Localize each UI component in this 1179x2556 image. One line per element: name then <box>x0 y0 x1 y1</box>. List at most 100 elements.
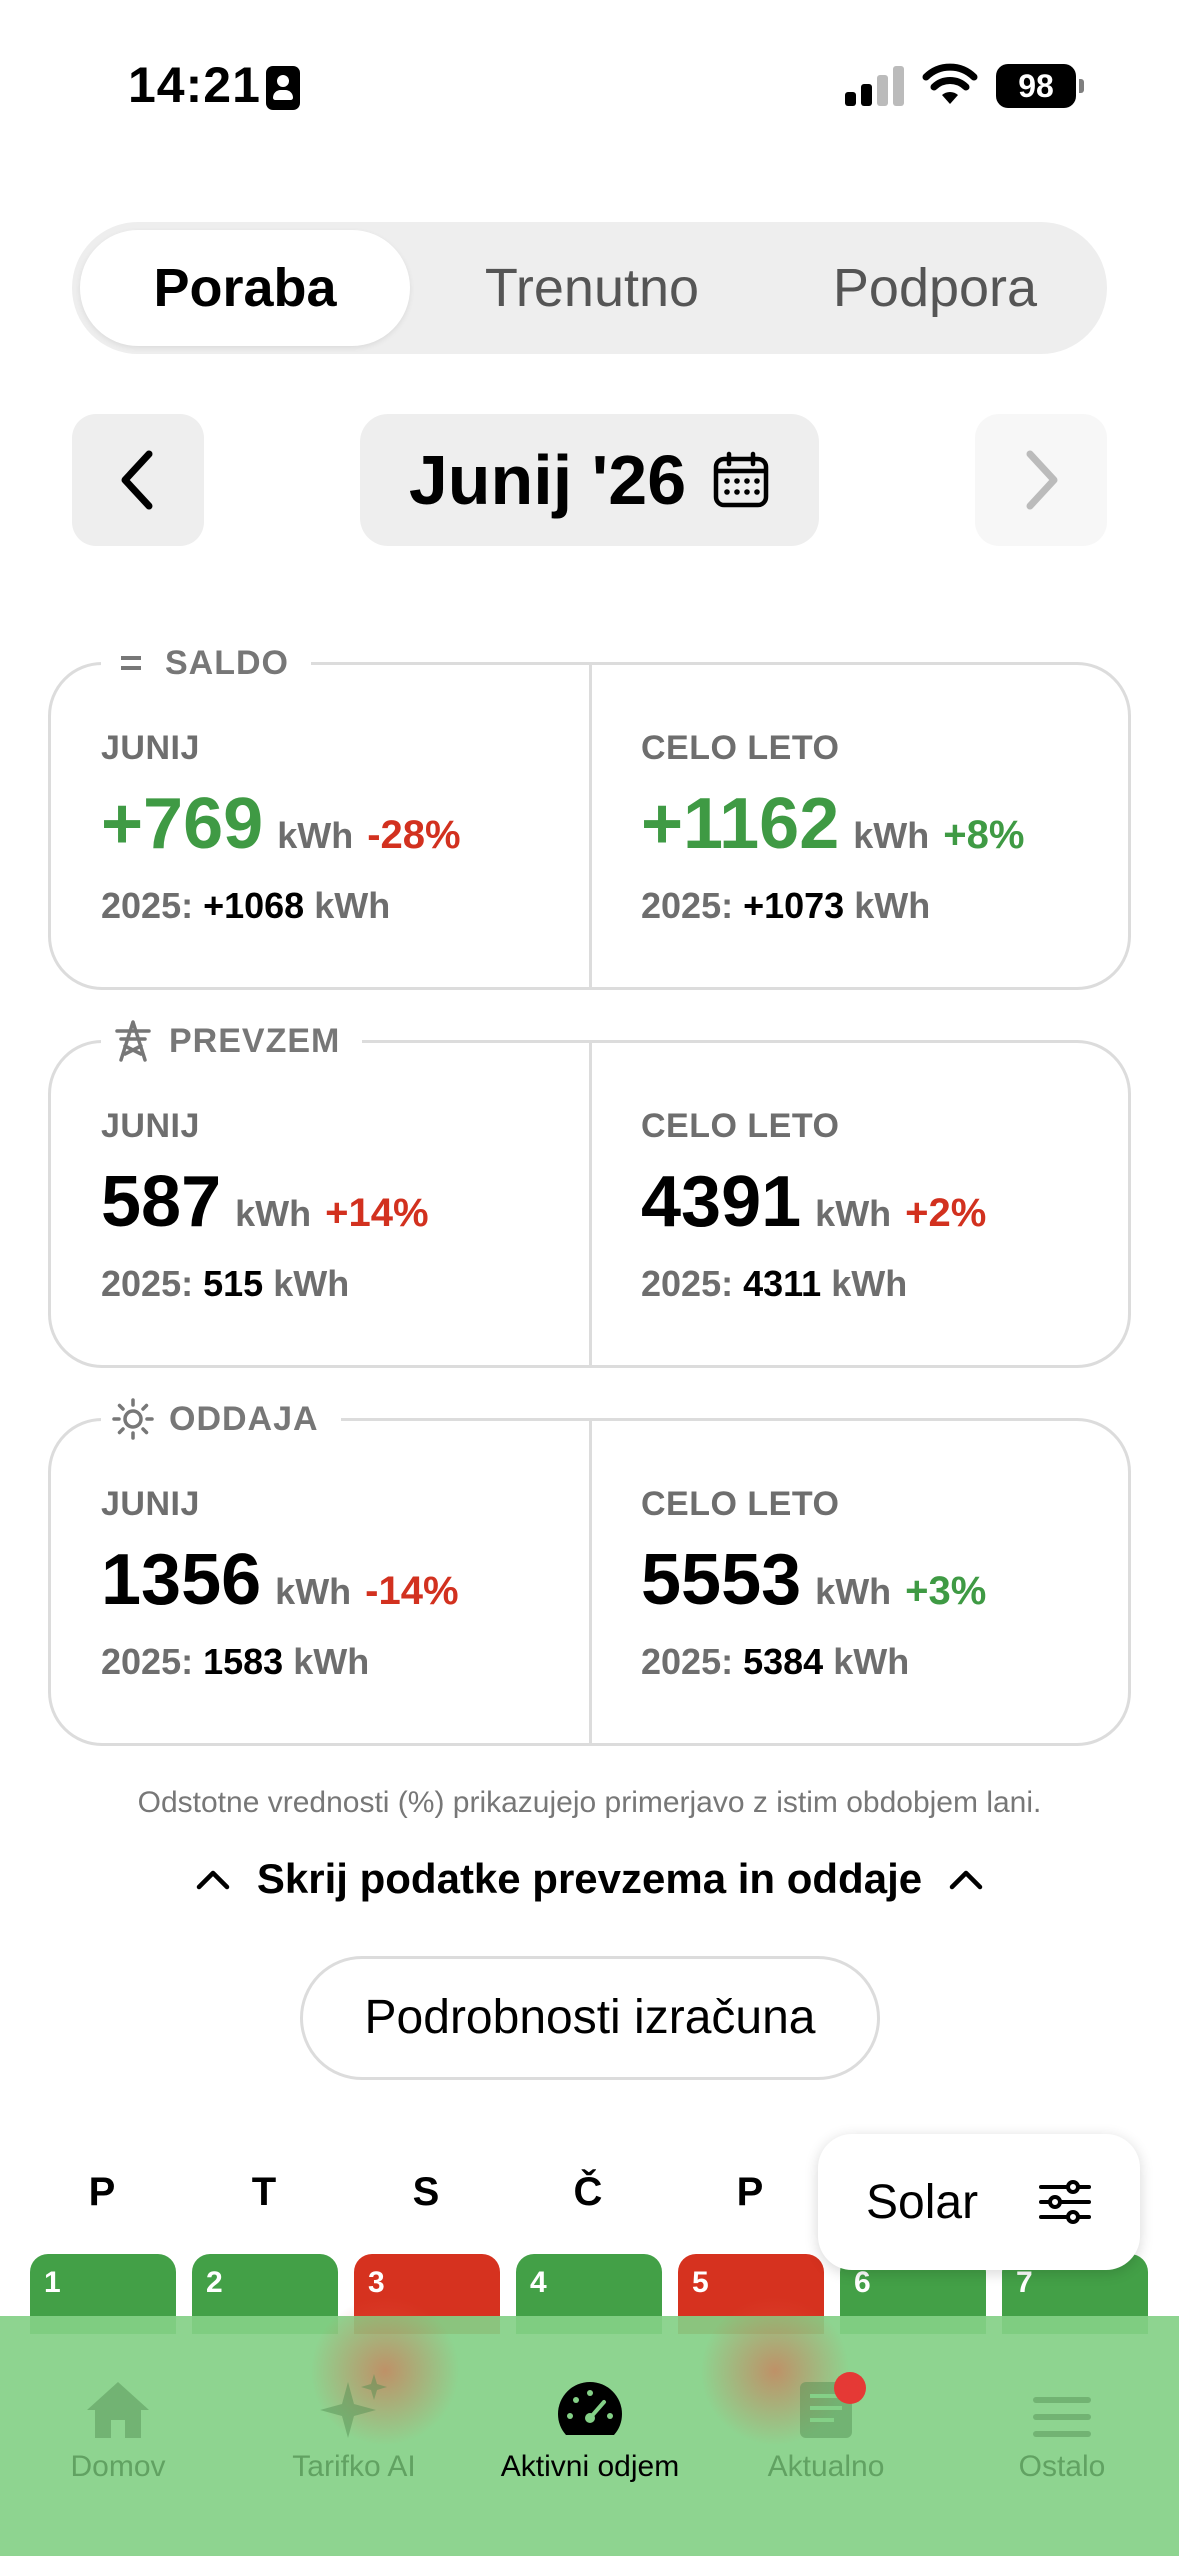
tab-aktualno[interactable]: Aktualno <box>708 2352 944 2484</box>
value-row: +1162 kWh +8% <box>641 783 1024 865</box>
unit-label: kWh <box>275 1571 352 1612</box>
tab-aktivni-odjem[interactable]: Aktivni odjem <box>472 2352 708 2484</box>
previous-year-value: 2025: 4311 kWh <box>641 1263 907 1305</box>
hide-details-label: Skrij podatke prevzema in oddaje <box>256 1855 923 1902</box>
previous-year-number: 4311 <box>743 1263 822 1304</box>
period-label: JUNIJ <box>101 729 200 767</box>
segment-trenutno[interactable]: Trenutno <box>484 258 700 318</box>
previous-year-label: 2025: <box>101 1263 194 1304</box>
calendar-icon <box>713 451 769 508</box>
oddaja-card: ODDAJA JUNIJ 1356 kWh -14% 2025: 1583 kW… <box>48 1391 1131 1746</box>
change-percent: +2% <box>905 1191 987 1235</box>
saldo-card: SALDO JUNIJ +769 kWh -28% 2025: +1068 kW… <box>48 635 1131 990</box>
saldo-year-cell: CELO LETO +1162 kWh +8% 2025: +1073 kWh <box>591 665 1131 987</box>
saldo-label: SALDO <box>165 643 289 682</box>
tab-domov[interactable]: Domov <box>0 2352 236 2484</box>
previous-month-button[interactable] <box>72 414 204 546</box>
previous-year-unit: kWh <box>314 885 391 926</box>
weekday-label: P <box>736 2170 764 2214</box>
sparkles-icon <box>320 2374 387 2438</box>
month-picker[interactable]: Junij '26 <box>360 414 819 546</box>
period-label: CELO LETO <box>641 729 840 767</box>
battery-indicator: 98 <box>996 64 1084 108</box>
period-label: CELO LETO <box>641 1107 840 1145</box>
solar-filter-label: Solar <box>866 2175 979 2229</box>
tab-label: Domov <box>70 2450 166 2483</box>
period-label: JUNIJ <box>101 1485 200 1523</box>
previous-year-value: 2025: 5384 kWh <box>641 1641 909 1683</box>
power-pylon-icon <box>115 1020 151 1062</box>
unit-label: kWh <box>815 1193 892 1234</box>
hide-details-toggle[interactable]: Skrij podatke prevzema in oddaje <box>0 1855 1179 1903</box>
tab-tarifko-ai[interactable]: Tarifko AI <box>236 2352 472 2484</box>
period-label: JUNIJ <box>101 1107 200 1145</box>
oddaja-header: ODDAJA <box>101 1391 341 1447</box>
saldo-header: SALDO <box>101 635 311 691</box>
change-percent: +14% <box>325 1191 429 1235</box>
prevzem-month-cell: JUNIJ 587 kWh +14% 2025: 515 kWh <box>51 1043 591 1365</box>
chevron-left-icon <box>121 450 153 510</box>
change-percent: -14% <box>365 1569 459 1613</box>
previous-year-label: 2025: <box>101 885 194 926</box>
cellular-signal-icon <box>845 64 905 106</box>
previous-year-number: +1068 <box>203 885 305 926</box>
home-icon <box>87 2382 149 2438</box>
menu-icon <box>1033 2397 1091 2437</box>
previous-year-value: 2025: +1068 kWh <box>101 885 390 927</box>
saldo-year-value: +1162 <box>641 784 840 864</box>
chevron-up-icon <box>196 1870 230 1890</box>
contact-card-icon <box>266 66 300 110</box>
value-row: 1356 kWh -14% <box>101 1539 459 1621</box>
segment-podpora[interactable]: Podpora <box>832 258 1038 318</box>
next-month-button[interactable] <box>975 414 1107 546</box>
previous-year-unit: kWh <box>293 1641 370 1682</box>
calculation-details-button[interactable]: Podrobnosti izračuna <box>300 1956 880 2080</box>
chevron-right-icon <box>1026 450 1058 510</box>
change-percent: +8% <box>943 813 1025 857</box>
previous-year-label: 2025: <box>641 1641 734 1682</box>
notification-dot <box>834 2372 866 2404</box>
previous-year-label: 2025: <box>641 885 734 926</box>
prevzem-year-value: 4391 <box>641 1162 802 1242</box>
view-segmented-control: Poraba Trenutno Podpora <box>72 222 1107 354</box>
oddaja-month-value: 1356 <box>101 1540 262 1620</box>
card-divider <box>589 1043 592 1365</box>
previous-year-label: 2025: <box>101 1641 194 1682</box>
tab-label: Aktivni odjem <box>500 2450 680 2483</box>
saldo-month-value: +769 <box>101 784 264 864</box>
oddaja-month-cell: JUNIJ 1356 kWh -14% 2025: 1583 kWh <box>51 1421 591 1743</box>
value-row: 587 kWh +14% <box>101 1161 429 1243</box>
previous-year-value: 2025: +1073 kWh <box>641 885 930 927</box>
value-row: +769 kWh -28% <box>101 783 461 865</box>
previous-year-number: 1583 <box>203 1641 284 1682</box>
status-time: 14:21 <box>128 57 261 113</box>
previous-year-value: 2025: 1583 kWh <box>101 1641 369 1683</box>
unit-label: kWh <box>277 815 354 856</box>
previous-year-unit: kWh <box>831 1263 908 1304</box>
equals-icon <box>121 656 141 670</box>
prevzem-header: PREVZEM <box>101 1013 363 1069</box>
previous-year-unit: kWh <box>273 1263 350 1304</box>
card-divider <box>589 1421 592 1743</box>
solar-filter-button[interactable]: Solar <box>818 2134 1140 2270</box>
unit-label: kWh <box>235 1193 312 1234</box>
weekday-label: S <box>412 2170 440 2214</box>
weekday-label: T <box>251 2170 277 2214</box>
previous-year-value: 2025: 515 kWh <box>101 1263 349 1305</box>
tab-ostalo[interactable]: Ostalo <box>944 2352 1179 2484</box>
saldo-month-cell: JUNIJ +769 kWh -28% 2025: +1068 kWh <box>51 665 591 987</box>
tab-label: Ostalo <box>1018 2450 1106 2483</box>
previous-year-number: +1073 <box>743 885 845 926</box>
segment-poraba[interactable]: Poraba <box>80 230 410 346</box>
status-bar: 14:21 98 <box>0 0 1179 160</box>
weekday-label: P <box>88 2170 116 2214</box>
prevzem-card: PREVZEM JUNIJ 587 kWh +14% 2025: 515 kWh… <box>48 1013 1131 1368</box>
wifi-icon <box>922 63 978 104</box>
change-percent: -28% <box>367 813 461 857</box>
previous-year-number: 5384 <box>743 1641 824 1682</box>
oddaja-label: ODDAJA <box>169 1399 319 1438</box>
blur-highlight <box>310 2296 460 2446</box>
speedometer-icon <box>558 2382 622 2435</box>
oddaja-year-cell: CELO LETO 5553 kWh +3% 2025: 5384 kWh <box>591 1421 1131 1743</box>
unit-label: kWh <box>815 1571 892 1612</box>
